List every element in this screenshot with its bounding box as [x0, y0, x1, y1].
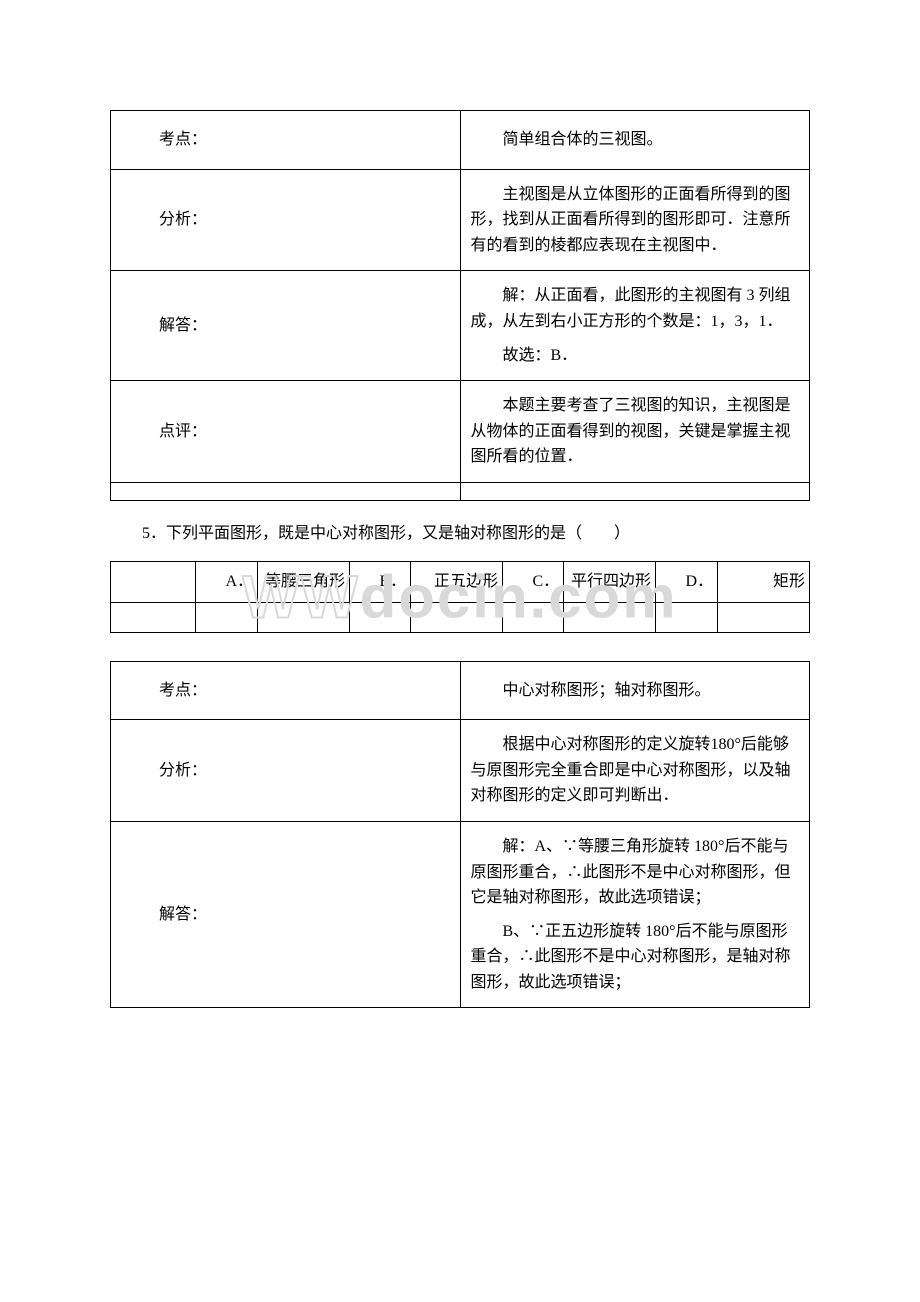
table-empty-row [111, 602, 810, 632]
option-text: 正五边形 [411, 561, 503, 602]
empty-cell [258, 602, 350, 632]
content-para: 简单组合体的三视图。 [471, 127, 800, 153]
table-row: 解答： 解：A、∵等腰三角形旋转 180°后不能与原图形重合，∴此图形不是中心对… [111, 821, 810, 1008]
content-cell: 中心对称图形；轴对称图形。 [460, 661, 810, 720]
content-para: 主视图是从立体图形的正面看所得到的图形，找到从正面看所得到的图形即可．注意所有的… [471, 182, 800, 259]
table-row: 分析： 根据中心对称图形的定义旋转180°后能够与原图形完全重合即是中心对称图形… [111, 720, 810, 822]
question-5: 5．下列平面图形，既是中心对称图形，又是轴对称图形的是（ ） [110, 521, 810, 547]
content-cell: 根据中心对称图形的定义旋转180°后能够与原图形完全重合即是中心对称图形，以及轴… [460, 720, 810, 822]
empty-cell [502, 602, 563, 632]
options-wrapper: A． 等腰三角形 B． 正五边形 C． 平行四边形 D． 矩形 [110, 561, 810, 633]
label-cell: 考点： [111, 111, 461, 170]
option-text: 矩形 [718, 561, 810, 602]
content-para: 故选：B． [471, 343, 800, 369]
option-text: 等腰三角形 [258, 561, 350, 602]
table-analysis-1: 考点： 简单组合体的三视图。 分析： 主视图是从立体图形的正面看所得到的图形，找… [110, 110, 810, 501]
label-cell: 分析： [111, 169, 461, 271]
table-row: 点评： 本题主要考查了三视图的知识，主视图是从物体的正面看得到的视图，关键是掌握… [111, 381, 810, 483]
content-para: 解：A、∵等腰三角形旋转 180°后不能与原图形重合，∴此图形不是中心对称图形，… [471, 834, 800, 911]
content-cell: 本题主要考查了三视图的知识，主视图是从物体的正面看得到的视图，关键是掌握主视图所… [460, 381, 810, 483]
empty-cell [564, 602, 656, 632]
content-cell: 解：A、∵等腰三角形旋转 180°后不能与原图形重合，∴此图形不是中心对称图形，… [460, 821, 810, 1008]
content-para: 本题主要考查了三视图的知识，主视图是从物体的正面看得到的视图，关键是掌握主视图所… [471, 393, 800, 470]
label-cell: 考点： [111, 661, 461, 720]
empty-cell [111, 602, 196, 632]
empty-cell [655, 602, 717, 632]
label-cell: 解答： [111, 271, 461, 381]
table-row: 考点： 简单组合体的三视图。 [111, 111, 810, 170]
empty-cell [111, 482, 461, 500]
content-para: 中心对称图形；轴对称图形。 [471, 678, 800, 704]
spacer-cell [111, 561, 196, 602]
table-empty-row [111, 482, 810, 500]
option-letter: D． [655, 561, 717, 602]
option-text: 平行四边形 [564, 561, 656, 602]
content-para: 解：从正面看，此图形的主视图有 3 列组成，从左到右小正方形的个数是：1，3，1… [471, 283, 800, 334]
option-letter: C． [502, 561, 563, 602]
page: 考点： 简单组合体的三视图。 分析： 主视图是从立体图形的正面看所得到的图形，找… [0, 0, 920, 1302]
empty-cell [411, 602, 503, 632]
options-table: A． 等腰三角形 B． 正五边形 C． 平行四边形 D． 矩形 [110, 561, 810, 633]
content-para: 根据中心对称图形的定义旋转180°后能够与原图形完全重合即是中心对称图形，以及轴… [471, 732, 800, 809]
empty-cell [196, 602, 258, 632]
table-row: 考点： 中心对称图形；轴对称图形。 [111, 661, 810, 720]
empty-cell [718, 602, 810, 632]
empty-cell [349, 602, 410, 632]
content-para: B、∵正五边形旋转 180°后不能与原图形重合，∴此图形不是中心对称图形，是轴对… [471, 919, 800, 996]
empty-cell [460, 482, 810, 500]
option-letter: A． [196, 561, 258, 602]
content-cell: 简单组合体的三视图。 [460, 111, 810, 170]
option-letter: B． [349, 561, 410, 602]
label-cell: 分析： [111, 720, 461, 822]
table-row: 分析： 主视图是从立体图形的正面看所得到的图形，找到从正面看所得到的图形即可．注… [111, 169, 810, 271]
label-cell: 解答： [111, 821, 461, 1008]
table-analysis-2: 考点： 中心对称图形；轴对称图形。 分析： 根据中心对称图形的定义旋转180°后… [110, 661, 810, 1009]
table-row: A． 等腰三角形 B． 正五边形 C． 平行四边形 D． 矩形 [111, 561, 810, 602]
content-cell: 解：从正面看，此图形的主视图有 3 列组成，从左到右小正方形的个数是：1，3，1… [460, 271, 810, 381]
table-row: 解答： 解：从正面看，此图形的主视图有 3 列组成，从左到右小正方形的个数是：1… [111, 271, 810, 381]
content-cell: 主视图是从立体图形的正面看所得到的图形，找到从正面看所得到的图形即可．注意所有的… [460, 169, 810, 271]
label-cell: 点评： [111, 381, 461, 483]
